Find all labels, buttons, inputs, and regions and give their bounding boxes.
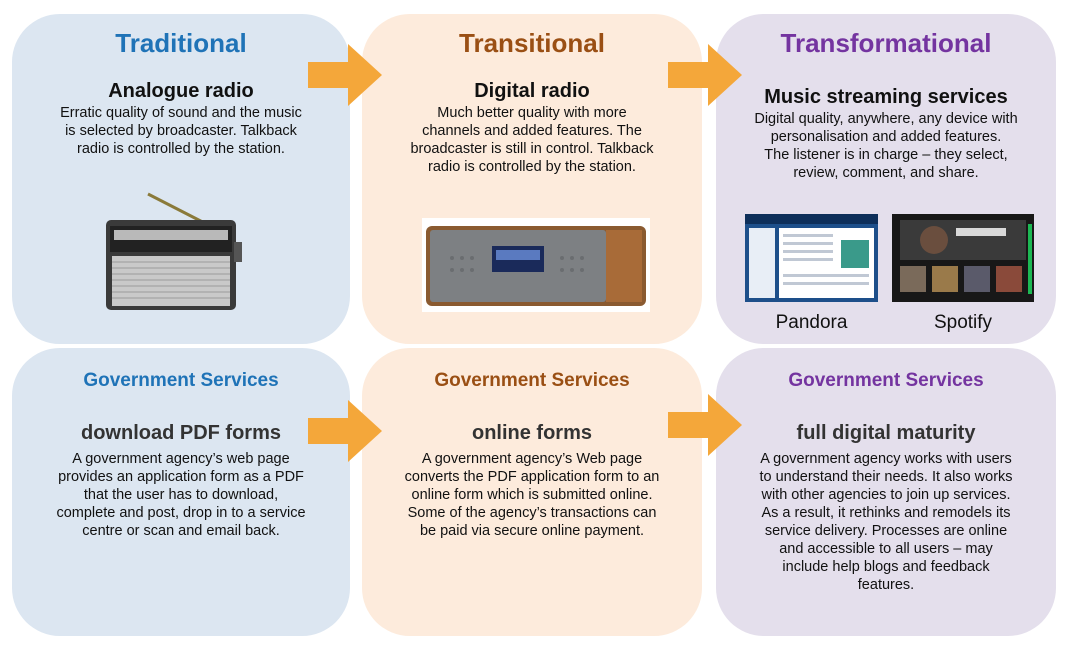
bottom-subtitle: online forms [471,422,592,444]
bottom-description: A government agency works with users to … [759,451,1013,593]
arrow-right-icon [668,394,742,456]
bottom-subtitle: full digital maturity [796,422,976,444]
bottom-description: A government agency’s web page provides … [56,451,306,539]
top-subtitle: Analogue radio [108,80,254,102]
service-label-pandora: Pandora [775,312,848,333]
service-label-spotify: Spotify [933,312,993,333]
pandora-screenshot-illustration [745,214,878,302]
bottom-subtitle: download PDF forms [81,422,281,444]
stage-title-transformational: Transformational [780,28,992,58]
gov-services-title: Government Services [788,370,984,391]
top-description: Erratic quality of sound and the music i… [60,105,302,157]
top-description: Digital quality, anywhere, any device wi… [754,111,1018,181]
bottom-description: A government agency’s Web page converts … [404,451,660,539]
gov-services-title: Government Services [434,370,630,391]
spotify-screenshot-illustration [892,214,1034,302]
arrow-right-icon [668,44,742,106]
gov-services-title: Government Services [83,370,279,391]
traditional-bottom-panel [12,348,350,636]
analogue-radio-illustration [106,192,242,310]
transitional-bottom-panel [362,348,702,636]
top-subtitle: Digital radio [474,80,590,102]
arrow-right-icon [308,400,382,462]
arrow-right-icon [308,44,382,106]
top-subtitle: Music streaming services [764,86,1008,108]
digital-radio-illustration [422,218,650,312]
top-description: Much better quality with more channels a… [410,105,654,175]
transformational-bottom-panel [716,348,1056,636]
stage-title-transitional: Transitional [459,28,605,58]
stage-title-traditional: Traditional [115,28,247,58]
